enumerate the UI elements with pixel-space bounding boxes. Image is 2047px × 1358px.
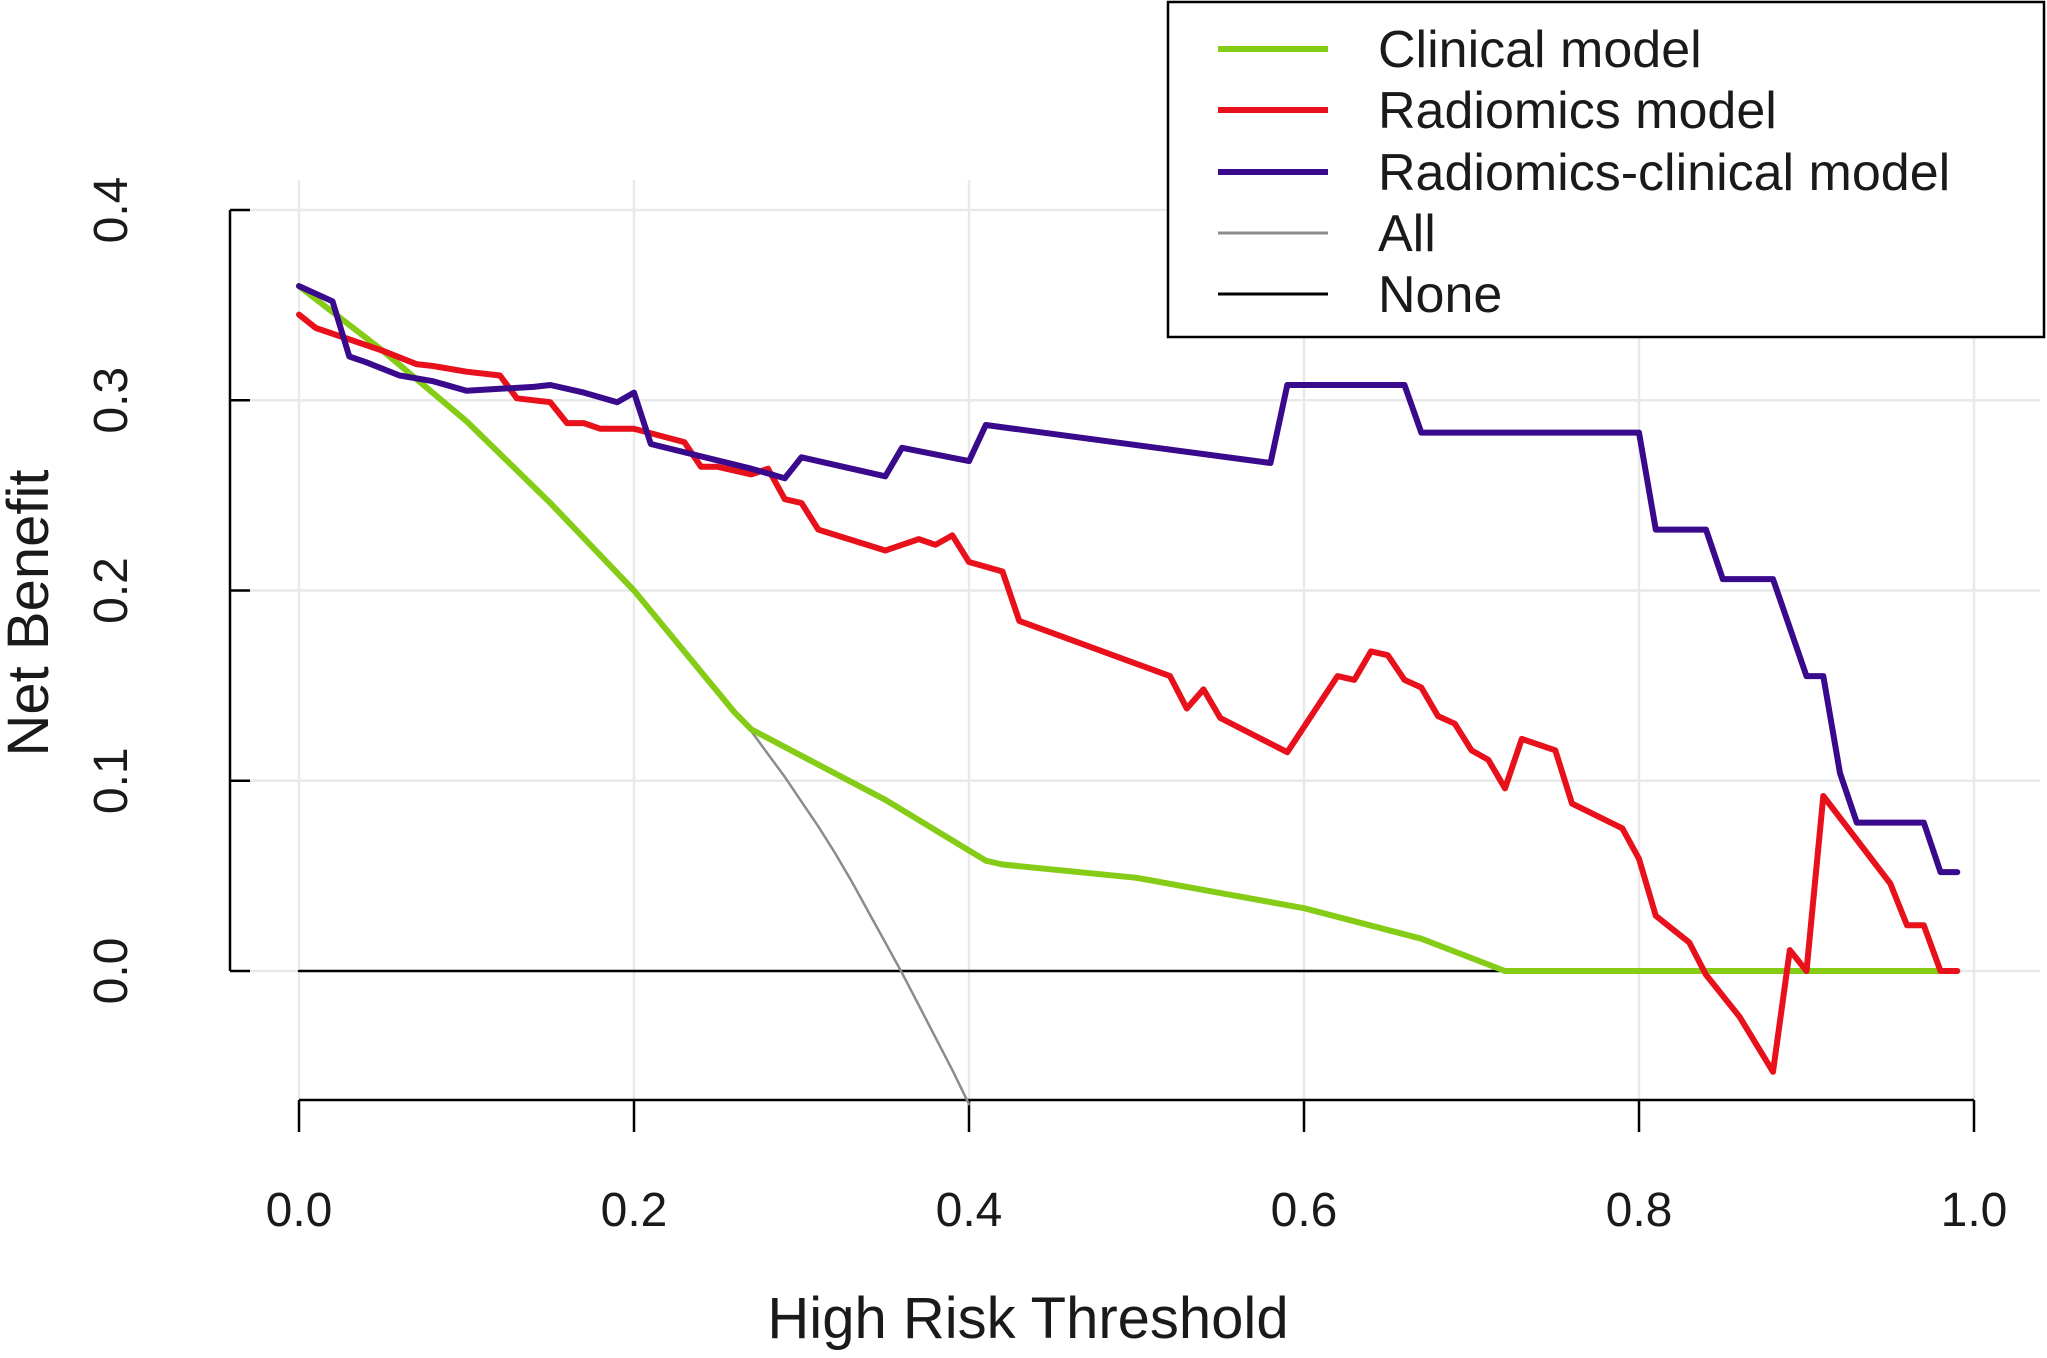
legend-label-radiomics: Radiomics model (1378, 82, 1777, 140)
legend-label-clinical: Clinical model (1378, 21, 1702, 79)
y-tick-label-1: 0.1 (85, 747, 138, 814)
series-radiomics-clinical-line (296, 283, 1961, 876)
y-axis-title: Net Benefit (0, 470, 61, 757)
x-axis-title: High Risk Threshold (767, 1286, 1288, 1351)
legend-label-radiomics-clinical: Radiomics-clinical model (1378, 144, 1950, 202)
legend-item-radiomics: Radiomics model (1218, 82, 1777, 140)
x-tick-label-2: 0.4 (936, 1184, 1003, 1237)
x-tick-label-5: 1.0 (1941, 1184, 2008, 1237)
legend: Clinical model Radiomics model Radiomics… (1166, 0, 2046, 339)
x-tick-label-4: 0.8 (1606, 1184, 1673, 1237)
x-tick-label-0: 0.0 (266, 1184, 333, 1237)
legend-item-radiomics-clinical: Radiomics-clinical model (1218, 144, 1950, 202)
series-radiomics-line (296, 311, 1961, 1075)
series-layer (296, 283, 1961, 1106)
legend-label-none: None (1378, 266, 1502, 324)
x-tick-label-3: 0.6 (1271, 1184, 1338, 1237)
x-tick-label-1: 0.2 (601, 1184, 668, 1237)
y-tick-label-2: 0.2 (85, 557, 138, 624)
y-tick-label-4: 0.4 (85, 177, 138, 244)
axes: 0.0 0.1 0.2 0.3 0.4 0.0 0.2 0.4 0.6 0.8 1.0 (85, 177, 2007, 1237)
legend-item-clinical: Clinical model (1218, 21, 1702, 79)
y-tick-label-3: 0.3 (85, 367, 138, 434)
y-tick-label-0: 0.0 (85, 938, 138, 1005)
series-all-line (733, 711, 971, 1106)
legend-item-all: All (1218, 205, 1436, 263)
legend-label-all: All (1378, 205, 1436, 263)
legend-item-none: None (1218, 266, 1502, 324)
series-clinical-line (296, 283, 1944, 974)
